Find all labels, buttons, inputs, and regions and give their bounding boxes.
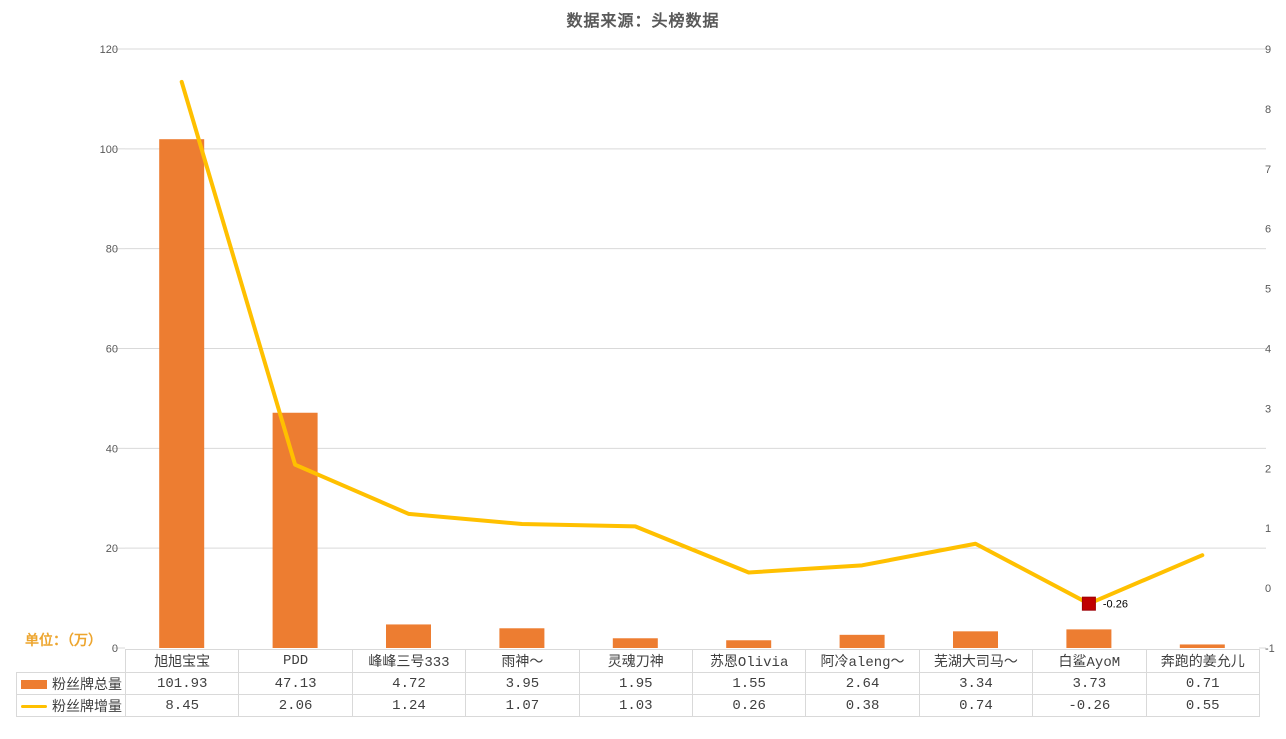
value-cell-粉丝牌总量-5: 1.95 xyxy=(578,672,693,695)
value-cell-粉丝牌总量-8: 3.34 xyxy=(918,672,1034,695)
right-axis-label: 8 xyxy=(1265,104,1271,116)
value-cell-粉丝牌总量-10: 0.71 xyxy=(1145,672,1260,695)
right-axis-label: 2 xyxy=(1265,463,1271,475)
legend-label: 粉丝牌总量 xyxy=(52,677,122,694)
value-cell-粉丝牌总量-6: 1.55 xyxy=(691,672,807,695)
legend-cell-粉丝牌增量: 粉丝牌增量 xyxy=(16,694,126,717)
bar-阿冷aleng〜 xyxy=(839,634,885,648)
value-cell-粉丝牌增量-7: 0.38 xyxy=(805,694,920,717)
data-table: 旭旭宝宝 PDD 峰峰三号333 雨神〜 灵魂刀神 苏恩Olivia 阿冷aleng〜 芜湖大… xyxy=(16,649,1260,717)
value-cell-粉丝牌总量-1: 101.93 xyxy=(124,672,240,695)
right-axis-label: 4 xyxy=(1265,344,1271,356)
right-axis-label: 7 xyxy=(1265,164,1271,176)
value-cell-粉丝牌增量-4: 1.07 xyxy=(465,694,580,717)
chart-title: 数据来源：头榜数据 xyxy=(566,13,720,30)
value-cell-粉丝牌增量-5: 1.03 xyxy=(578,694,693,717)
category-header-2: PDD xyxy=(238,649,353,673)
left-axis-label: 60 xyxy=(106,344,118,356)
value-cell-粉丝牌总量-7: 2.64 xyxy=(805,672,920,695)
bar-灵魂刀神 xyxy=(612,638,658,648)
category-header-7: 阿冷aleng〜 xyxy=(805,649,920,673)
bar-雨神〜 xyxy=(499,628,545,648)
right-axis-label: 0 xyxy=(1265,583,1271,595)
value-cell-粉丝牌增量-10: 0.55 xyxy=(1145,694,1260,717)
category-header-8: 芜湖大司马〜 xyxy=(918,649,1034,673)
value-cell-粉丝牌增量-8: 0.74 xyxy=(918,694,1034,717)
value-cell-粉丝牌增量-6: 0.26 xyxy=(691,694,807,717)
left-axis-label: 80 xyxy=(106,244,118,256)
bar-峰峰三号333 xyxy=(386,624,431,648)
right-axis-label: 3 xyxy=(1265,403,1271,415)
bar-奔跑的姜允儿 xyxy=(1179,644,1225,648)
left-axis-label: 0 xyxy=(112,643,118,655)
left-axis-label: 120 xyxy=(100,44,118,56)
left-axis-label: 40 xyxy=(106,443,118,455)
value-cell-粉丝牌增量-9: -0.26 xyxy=(1032,694,1147,717)
category-header-4: 雨神〜 xyxy=(465,649,580,673)
value-cell-粉丝牌增量-2: 2.06 xyxy=(238,694,353,717)
bar-legend-key-icon xyxy=(21,680,47,690)
category-header-9: 白鲨AyoM xyxy=(1032,649,1147,673)
category-header-1: 旭旭宝宝 xyxy=(124,649,240,673)
category-header-6: 苏恩Olivia xyxy=(691,649,807,673)
value-cell-粉丝牌增量-1: 8.45 xyxy=(124,694,240,717)
value-cell-粉丝牌总量-3: 4.72 xyxy=(351,672,467,695)
right-axis-label: 5 xyxy=(1265,284,1271,296)
bar-苏恩Olivia xyxy=(726,640,772,648)
right-axis-label: -1 xyxy=(1265,643,1275,655)
legend-cell-粉丝牌总量: 粉丝牌总量 xyxy=(16,672,126,695)
category-header-3: 峰峰三号333 xyxy=(351,649,467,673)
category-header-5: 灵魂刀神 xyxy=(578,649,693,673)
line-legend-key-icon xyxy=(21,705,47,709)
left-axis-label: 100 xyxy=(100,144,118,156)
right-axis-label: 6 xyxy=(1265,224,1271,236)
annotation-marker xyxy=(1081,596,1096,611)
value-cell-粉丝牌增量-3: 1.24 xyxy=(351,694,467,717)
bar-白鲨AyoM xyxy=(1066,629,1112,648)
legend-label: 粉丝牌增量 xyxy=(52,699,122,716)
category-header-10: 奔跑的姜允儿 xyxy=(1145,649,1260,673)
left-axis-label: 20 xyxy=(106,543,118,555)
right-axis-label: 9 xyxy=(1265,44,1271,56)
table-corner-cell xyxy=(17,650,126,673)
line-series xyxy=(179,79,1205,606)
right-axis-label: 1 xyxy=(1265,523,1271,535)
bar-PDD xyxy=(272,412,318,648)
annotation-label: -0.26 xyxy=(1103,599,1128,611)
value-cell-粉丝牌总量-4: 3.95 xyxy=(465,672,580,695)
bar-旭旭宝宝 xyxy=(159,139,205,649)
value-cell-粉丝牌总量-2: 47.13 xyxy=(238,672,353,695)
value-cell-粉丝牌总量-9: 3.73 xyxy=(1032,672,1147,695)
unit-label: 单位：（万） xyxy=(25,632,102,648)
bar-芜湖大司马〜 xyxy=(953,631,998,648)
